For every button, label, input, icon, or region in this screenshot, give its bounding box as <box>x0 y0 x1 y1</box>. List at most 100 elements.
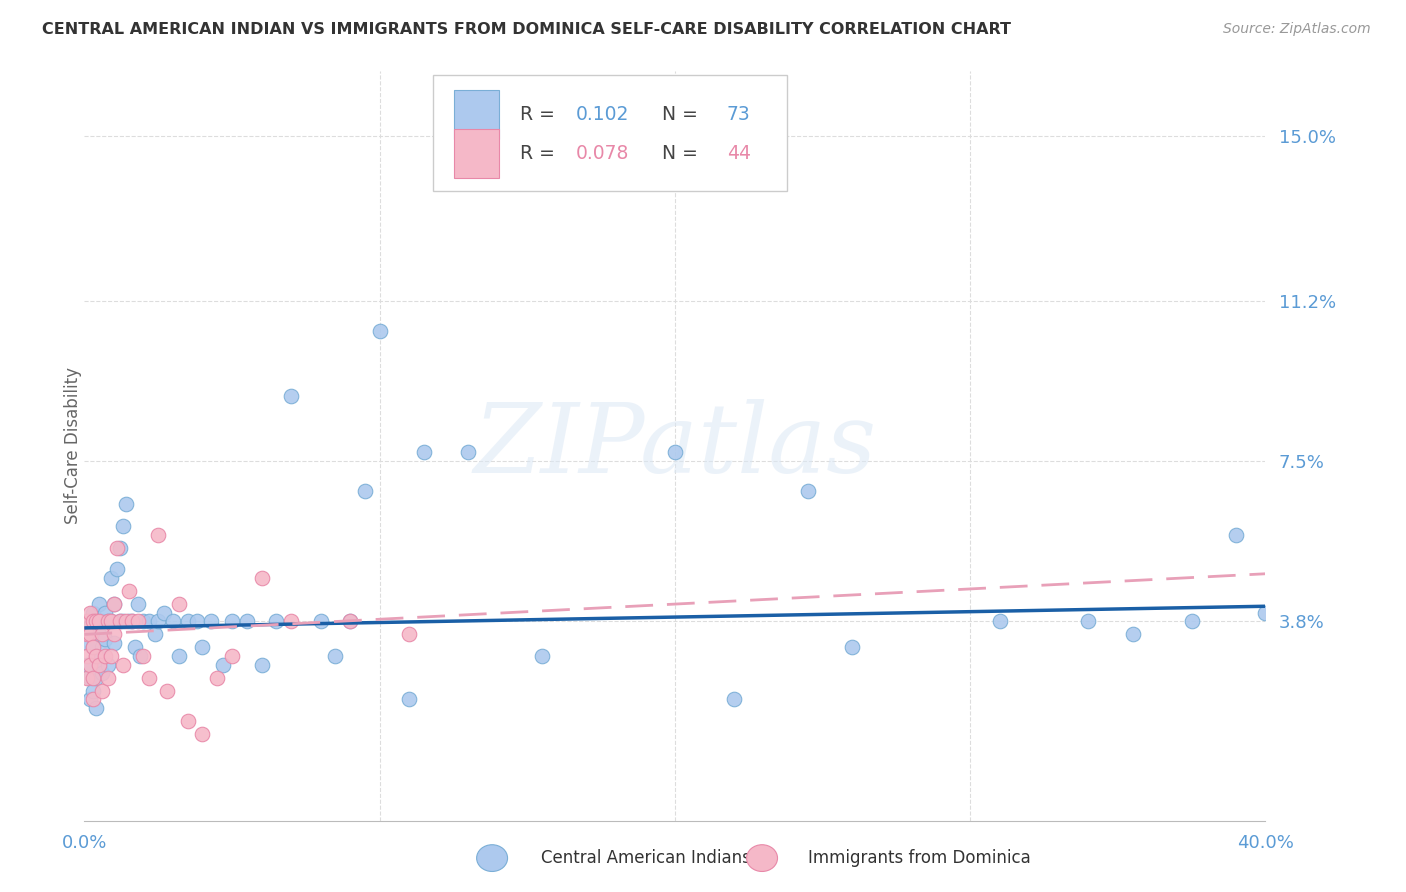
Point <box>84 701 107 715</box>
Point <box>76 627 98 641</box>
Point <box>207 671 229 685</box>
Point <box>664 445 686 459</box>
Point <box>212 657 235 672</box>
Point <box>100 571 122 585</box>
Point <box>103 627 125 641</box>
Point <box>79 692 101 706</box>
Point <box>105 562 128 576</box>
Point <box>111 657 134 672</box>
Text: 0.078: 0.078 <box>575 144 628 163</box>
Point <box>108 615 131 629</box>
Point <box>200 615 222 629</box>
Point <box>82 615 104 629</box>
Point <box>118 615 141 629</box>
Point <box>84 615 107 629</box>
Text: N =: N = <box>650 105 704 124</box>
Point <box>118 584 141 599</box>
Point <box>797 484 820 499</box>
Point <box>1254 606 1277 620</box>
Point <box>177 615 200 629</box>
Text: 0.102: 0.102 <box>575 105 628 124</box>
Point <box>266 615 288 629</box>
FancyBboxPatch shape <box>433 75 787 191</box>
Point <box>156 683 179 698</box>
Point <box>103 597 125 611</box>
Point <box>76 657 98 672</box>
Point <box>111 615 134 629</box>
FancyBboxPatch shape <box>454 90 499 139</box>
Point <box>76 636 98 650</box>
Point <box>723 692 745 706</box>
Point <box>148 528 170 542</box>
Point <box>236 615 259 629</box>
Point <box>413 445 436 459</box>
Point <box>82 671 104 685</box>
Text: R =: R = <box>520 105 561 124</box>
Point <box>127 597 149 611</box>
Text: Immigrants from Dominica: Immigrants from Dominica <box>808 849 1031 867</box>
Point <box>103 597 125 611</box>
Point <box>339 615 361 629</box>
Point <box>79 657 101 672</box>
Point <box>82 640 104 655</box>
Point <box>91 627 114 641</box>
Point <box>398 627 420 641</box>
Point <box>132 648 155 663</box>
Point <box>100 615 122 629</box>
Point <box>1122 627 1144 641</box>
Point <box>87 657 111 672</box>
Point <box>103 636 125 650</box>
Point <box>76 671 98 685</box>
Point <box>97 671 120 685</box>
Point <box>91 615 114 629</box>
Point <box>105 541 128 555</box>
Point <box>280 615 302 629</box>
Point <box>87 615 111 629</box>
Point <box>108 615 131 629</box>
Point <box>167 648 190 663</box>
Point <box>121 615 143 629</box>
Point <box>91 640 114 655</box>
Point <box>79 606 101 620</box>
Point <box>76 615 98 629</box>
Point <box>124 640 146 655</box>
Y-axis label: Self-Care Disability: Self-Care Disability <box>65 368 82 524</box>
Point <box>97 615 120 629</box>
Point <box>132 615 155 629</box>
Point <box>108 541 131 555</box>
Point <box>280 389 302 403</box>
Point <box>87 597 111 611</box>
Point <box>191 640 214 655</box>
Point <box>94 648 117 663</box>
Point <box>79 671 101 685</box>
Point <box>111 519 134 533</box>
Point <box>127 615 149 629</box>
Point <box>309 615 332 629</box>
Point <box>82 606 104 620</box>
Point <box>114 615 136 629</box>
Text: N =: N = <box>650 144 704 163</box>
Point <box>148 615 170 629</box>
Point <box>114 498 136 512</box>
Point <box>100 615 122 629</box>
Point <box>191 727 214 741</box>
Point <box>82 692 104 706</box>
Text: 73: 73 <box>727 105 751 124</box>
Text: ZIPatlas: ZIPatlas <box>474 399 876 493</box>
Point <box>221 615 243 629</box>
Point <box>221 648 243 663</box>
Point <box>177 714 200 728</box>
Point <box>531 648 554 663</box>
Point <box>186 615 208 629</box>
Text: CENTRAL AMERICAN INDIAN VS IMMIGRANTS FROM DOMINICA SELF-CARE DISABILITY CORRELA: CENTRAL AMERICAN INDIAN VS IMMIGRANTS FR… <box>42 22 1011 37</box>
Point <box>368 324 391 338</box>
Point <box>250 571 273 585</box>
Point <box>82 640 104 655</box>
Point <box>398 692 420 706</box>
Point <box>87 657 111 672</box>
Point <box>162 615 184 629</box>
Point <box>100 648 122 663</box>
Point <box>138 615 160 629</box>
Point <box>79 627 101 641</box>
Point <box>84 671 107 685</box>
